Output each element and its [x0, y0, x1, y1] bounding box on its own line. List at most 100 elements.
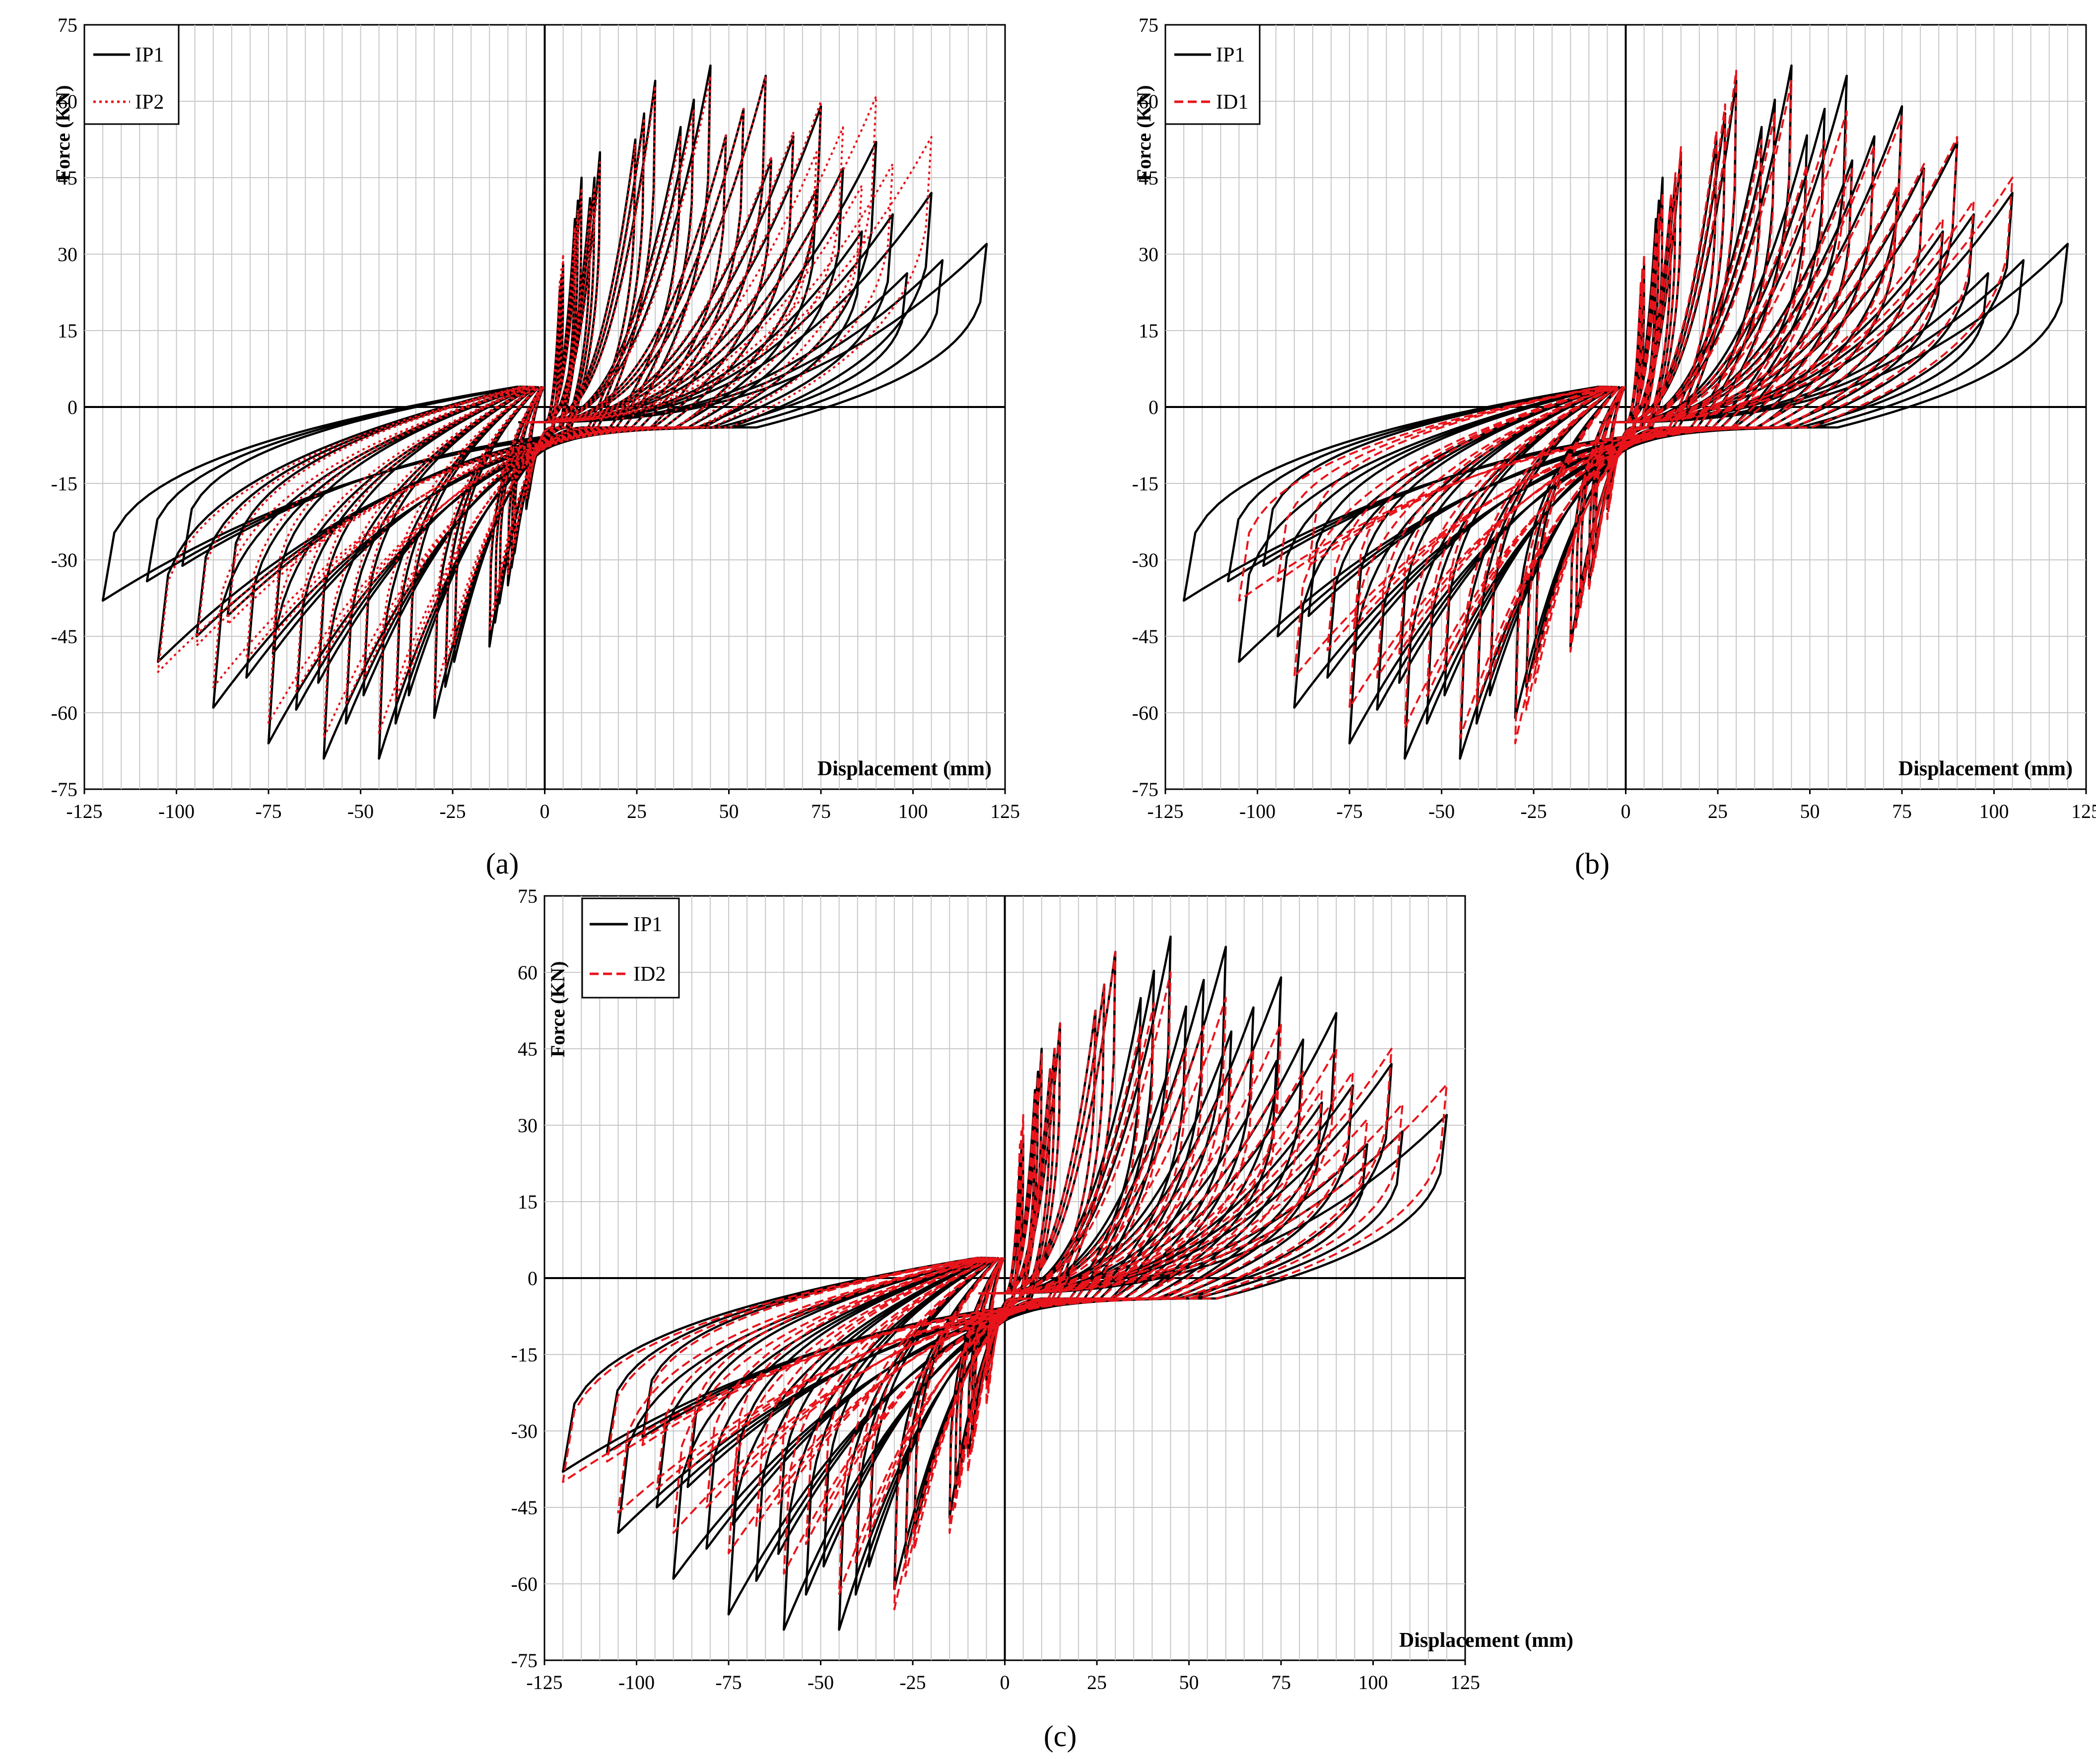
hysteresis-loop — [1307, 218, 1944, 567]
x-tick-label: -25 — [1520, 800, 1547, 822]
legend-box — [1164, 24, 1261, 125]
legend-box — [83, 24, 180, 125]
x-tick-label: 25 — [1087, 1671, 1107, 1694]
hysteresis-loop — [226, 184, 863, 625]
hysteresis-loop — [362, 134, 727, 680]
x-tick-label: -100 — [158, 800, 195, 822]
y-axis-label: Force (KN) — [1133, 85, 1155, 181]
axes — [1165, 25, 2086, 789]
hysteresis-loop — [1226, 259, 2025, 583]
y-tick-label: -15 — [51, 473, 77, 495]
x-tick-label: 100 — [898, 800, 928, 822]
panel-label: (a) — [486, 847, 519, 880]
hysteresis-loop — [212, 95, 878, 688]
hysteresis-loop — [268, 100, 822, 724]
y-tick-label: -45 — [51, 625, 77, 648]
y-tick-label: -45 — [1132, 625, 1158, 648]
x-tick-label: 75 — [811, 800, 831, 822]
y-tick-label: 15 — [518, 1191, 538, 1213]
hysteresis-loop — [453, 142, 636, 646]
x-tick-label: 75 — [1892, 800, 1912, 822]
chart-panel-c: -125 -100 -75 -50 -25 0 25 50 75 100 125 -75 -60 -45 -… — [511, 885, 1573, 1753]
curve-group — [561, 935, 1448, 1631]
x-tick-label: 25 — [627, 800, 647, 822]
hysteresis-loop — [1425, 140, 1826, 697]
y-tick-label: 0 — [528, 1267, 538, 1289]
y-tick-label: 45 — [1139, 167, 1158, 189]
hysteresis-loop — [145, 259, 944, 583]
y-tick-label: -30 — [1132, 549, 1158, 571]
y-tick-label: 60 — [518, 961, 538, 984]
x-tick-label: 25 — [1708, 800, 1728, 822]
hysteresis-loop — [444, 117, 645, 670]
x-tick-label: -125 — [66, 800, 102, 822]
tick-labels: -125 -100 -75 -50 -25 0 25 50 75 100 125 -75 -60 -45 -… — [511, 885, 1480, 1694]
hysteresis-loop — [562, 1083, 1448, 1483]
hysteresis-loop — [488, 161, 601, 632]
y-tick-label: 15 — [1139, 320, 1158, 342]
y-tick-label: -75 — [511, 1649, 538, 1672]
panel-label: (b) — [1575, 847, 1610, 880]
y-tick-label: 60 — [58, 90, 77, 113]
y-tick-label: 75 — [58, 14, 77, 36]
x-tick-label: 0 — [1000, 1671, 1010, 1694]
x-tick-label: 0 — [540, 800, 550, 822]
hysteresis-loop — [1610, 280, 1642, 500]
x-tick-label: -25 — [439, 800, 466, 822]
x-tick-label: 125 — [2071, 800, 2096, 822]
hysteresis-loop — [1514, 69, 1738, 745]
y-tick-label: -60 — [511, 1573, 538, 1595]
x-axis-label: Displacement (mm) — [817, 757, 992, 780]
y-axis-label: Force (KN) — [546, 961, 569, 1057]
hysteresis-loop — [1277, 200, 1975, 583]
legend-label-1: ID1 — [1216, 91, 1248, 114]
x-tick-label: -25 — [899, 1671, 926, 1694]
hysteresis-loop — [705, 1071, 1304, 1508]
y-tick-label: 30 — [58, 243, 77, 266]
y-tick-label: 75 — [1139, 14, 1158, 36]
x-tick-label: -100 — [618, 1671, 655, 1694]
y-tick-label: -75 — [51, 778, 77, 801]
hysteresis-loop — [893, 950, 1117, 1611]
y-tick-label: -60 — [1132, 702, 1158, 724]
legend-box — [581, 897, 680, 999]
legend-label-1: IP2 — [135, 91, 164, 114]
hysteresis-loop — [606, 1102, 1404, 1463]
hysteresis-loop — [1575, 172, 1677, 628]
y-tick-label: 30 — [518, 1114, 538, 1137]
hysteresis-loop — [101, 243, 988, 602]
x-tick-label: -125 — [1147, 800, 1183, 822]
hysteresis-loop — [196, 163, 894, 647]
legend: IP1 ID2 — [581, 897, 680, 999]
y-axis-label: Force (KN) — [52, 85, 74, 181]
x-tick-label: 100 — [1979, 800, 2009, 822]
y-tick-label: 15 — [58, 320, 77, 342]
y-tick-label: 0 — [68, 396, 77, 418]
y-tick-label: -60 — [51, 702, 77, 724]
hysteresis-loop — [1525, 103, 1726, 711]
hysteresis-loop — [1488, 138, 1763, 680]
y-tick-label: -45 — [511, 1496, 538, 1519]
x-tick-label: -100 — [1239, 800, 1276, 822]
x-tick-label: 125 — [1450, 1671, 1480, 1694]
x-tick-label: 50 — [1179, 1671, 1199, 1694]
y-tick-label: -75 — [1132, 778, 1158, 801]
y-tick-label: -15 — [1132, 473, 1158, 495]
hysteresis-loop — [507, 187, 583, 576]
x-tick-label: -75 — [255, 800, 281, 822]
series-ip2 — [157, 74, 933, 740]
axes — [84, 25, 1005, 789]
hysteresis-loop — [904, 983, 1105, 1577]
y-tick-label: 45 — [58, 167, 77, 189]
hysteresis-loop — [913, 1010, 1096, 1551]
tick-labels: -125 -100 -75 -50 -25 0 25 50 75 100 125 -75 -60 -45 -… — [1132, 14, 2096, 822]
x-tick-label: -50 — [347, 800, 374, 822]
series-id1 — [1238, 69, 2014, 745]
hysteresis-loop — [1459, 79, 1793, 740]
x-tick-label: -75 — [715, 1671, 742, 1694]
y-tick-label: 60 — [1139, 90, 1158, 113]
y-tick-label: 30 — [1139, 243, 1158, 266]
y-tick-label: -30 — [511, 1420, 538, 1442]
legend: IP1 ID1 — [1164, 24, 1261, 125]
x-tick-label: 50 — [719, 800, 739, 822]
